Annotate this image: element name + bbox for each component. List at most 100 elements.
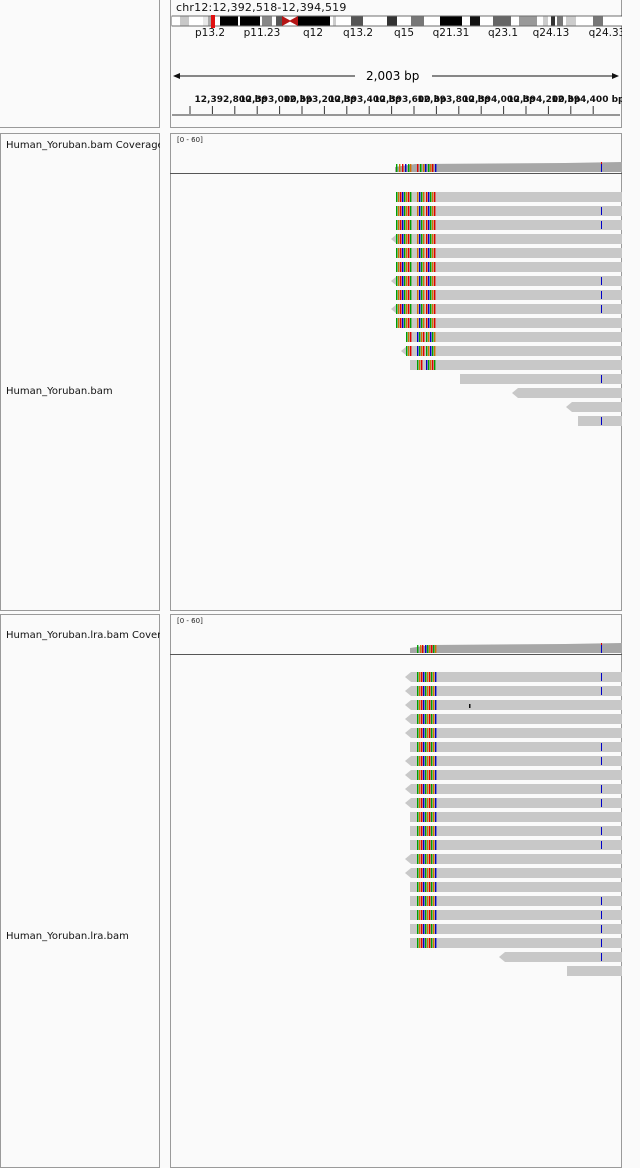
read-mismatch xyxy=(423,924,425,934)
read-mismatch xyxy=(417,220,419,230)
read-mismatch xyxy=(417,332,419,342)
read-mismatch xyxy=(435,896,437,906)
read-mismatch xyxy=(423,728,425,738)
read-mismatch xyxy=(396,290,398,300)
read-mismatch xyxy=(423,798,425,808)
read-mismatch xyxy=(406,220,408,230)
read-mismatch xyxy=(428,346,430,356)
cytoband xyxy=(387,16,397,26)
cytoband xyxy=(470,16,480,26)
read-mismatch xyxy=(421,784,423,794)
read xyxy=(405,728,622,738)
cytoband xyxy=(519,16,537,26)
band-label: p11.23 xyxy=(244,27,281,39)
read xyxy=(512,388,622,398)
read-mismatch xyxy=(402,304,404,314)
alignment-view-1[interactable] xyxy=(170,134,622,610)
read-mismatch xyxy=(419,868,421,878)
read-mismatch xyxy=(426,234,428,244)
read-mismatch xyxy=(402,234,404,244)
read-mismatch xyxy=(419,742,421,752)
read-mismatch xyxy=(396,220,398,230)
cytoband xyxy=(543,16,548,26)
read-mismatch xyxy=(431,826,433,836)
read-mismatch xyxy=(430,304,432,314)
read-mismatch xyxy=(426,192,428,202)
read-mismatch xyxy=(417,812,419,822)
read-mismatch xyxy=(408,346,410,356)
read-mismatch xyxy=(429,938,431,948)
read-mismatch xyxy=(419,896,421,906)
read xyxy=(405,770,622,780)
read-mismatch xyxy=(427,700,429,710)
read-mismatch xyxy=(425,938,427,948)
read-mismatch xyxy=(410,262,412,272)
read-mismatch xyxy=(435,686,437,696)
band-label: q24.33 xyxy=(589,27,622,39)
read-mismatch xyxy=(404,220,406,230)
read-mismatch xyxy=(426,304,428,314)
read-mismatch xyxy=(396,318,398,328)
read-mismatch xyxy=(419,220,421,230)
read-mismatch xyxy=(419,924,421,934)
alignment-view-2[interactable] xyxy=(170,615,622,1167)
read-mismatch xyxy=(419,360,421,370)
read-mismatch xyxy=(421,714,423,724)
cytoband xyxy=(426,16,440,26)
read-mismatch xyxy=(423,206,425,216)
read-mismatch xyxy=(417,290,419,300)
cytoband xyxy=(272,16,276,26)
read-mismatch xyxy=(402,220,404,230)
read-mismatch xyxy=(425,896,427,906)
read-mismatch xyxy=(423,938,425,948)
read-mismatch xyxy=(433,896,435,906)
alignment-track-name[interactable]: Human_Yoruban.lra.bam xyxy=(6,931,129,942)
cytoband xyxy=(262,16,272,26)
read-mismatch xyxy=(431,938,433,948)
coverage-mismatch xyxy=(420,645,422,653)
read-mismatch xyxy=(425,700,427,710)
ruler-tick-label: 12,394,200 bp xyxy=(508,95,582,105)
cytoband xyxy=(172,16,180,26)
read-mismatch xyxy=(427,714,429,724)
read-mismatch xyxy=(408,248,410,258)
read-mismatch xyxy=(426,290,428,300)
cytoband xyxy=(593,16,603,26)
read xyxy=(405,756,622,766)
read-mismatch xyxy=(428,262,430,272)
read-mismatch xyxy=(400,290,402,300)
read-mismatch xyxy=(432,220,434,230)
read-mismatch xyxy=(421,798,423,808)
read-mismatch xyxy=(406,206,408,216)
read-mismatch xyxy=(417,276,419,286)
read-mismatch xyxy=(435,868,437,878)
read-mismatch xyxy=(423,304,425,314)
read-mismatch xyxy=(434,234,436,244)
read-mismatch xyxy=(431,700,433,710)
read-mismatch xyxy=(428,318,430,328)
read-mismatch xyxy=(421,826,423,836)
ruler-tick-label: 12,392,800 bp xyxy=(195,95,269,105)
read-mismatch xyxy=(430,262,432,272)
alignment-track-name[interactable]: Human_Yoruban.bam xyxy=(6,386,113,397)
read xyxy=(405,672,622,682)
current-region-marker xyxy=(211,15,215,28)
read-mismatch xyxy=(404,304,406,314)
read-mismatch xyxy=(427,784,429,794)
read-mismatch xyxy=(435,728,437,738)
coverage-histogram xyxy=(410,643,622,653)
read-mismatch xyxy=(435,840,437,850)
read-mismatch xyxy=(601,827,602,835)
ideogram[interactable]: p13.2 p11.23 q12 q13.2 q15 q21.31 q23.1 q24.13 q… xyxy=(170,12,622,64)
read-mismatch xyxy=(421,938,423,948)
read-mismatch xyxy=(601,785,602,793)
read-mismatch xyxy=(396,276,398,286)
coverage-track-name[interactable]: Human_Yoruban.bam Coverage xyxy=(6,140,160,151)
read-mismatch xyxy=(423,686,425,696)
read-mismatch xyxy=(421,854,423,864)
read-mismatch xyxy=(408,332,410,342)
read-mismatch xyxy=(428,234,430,244)
coverage-track-name[interactable]: Human_Yoruban.lra.bam Coverage xyxy=(6,630,160,641)
read-mismatch xyxy=(400,248,402,258)
